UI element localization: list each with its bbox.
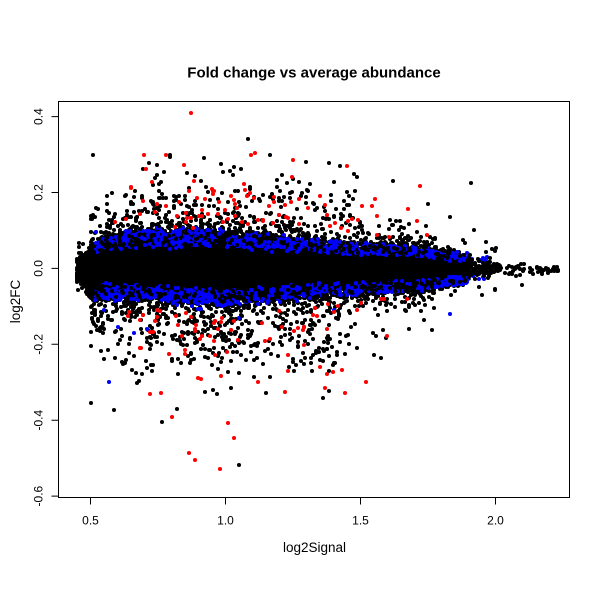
svg-text:1.5: 1.5 [352, 514, 369, 528]
svg-text:-0.4: -0.4 [32, 410, 46, 431]
svg-text:log2Signal: log2Signal [283, 540, 346, 555]
svg-text:0.0: 0.0 [32, 260, 46, 277]
svg-text:0.2: 0.2 [32, 184, 46, 201]
svg-text:log2FC: log2FC [8, 279, 23, 323]
svg-text:Fold change vs average abundan: Fold change vs average abundance [187, 65, 440, 82]
svg-text:-0.6: -0.6 [32, 485, 46, 506]
svg-text:0.5: 0.5 [82, 514, 99, 528]
svg-text:-0.2: -0.2 [32, 334, 46, 355]
svg-text:2.0: 2.0 [487, 514, 504, 528]
svg-text:0.4: 0.4 [32, 108, 46, 125]
svg-text:1.0: 1.0 [217, 514, 234, 528]
